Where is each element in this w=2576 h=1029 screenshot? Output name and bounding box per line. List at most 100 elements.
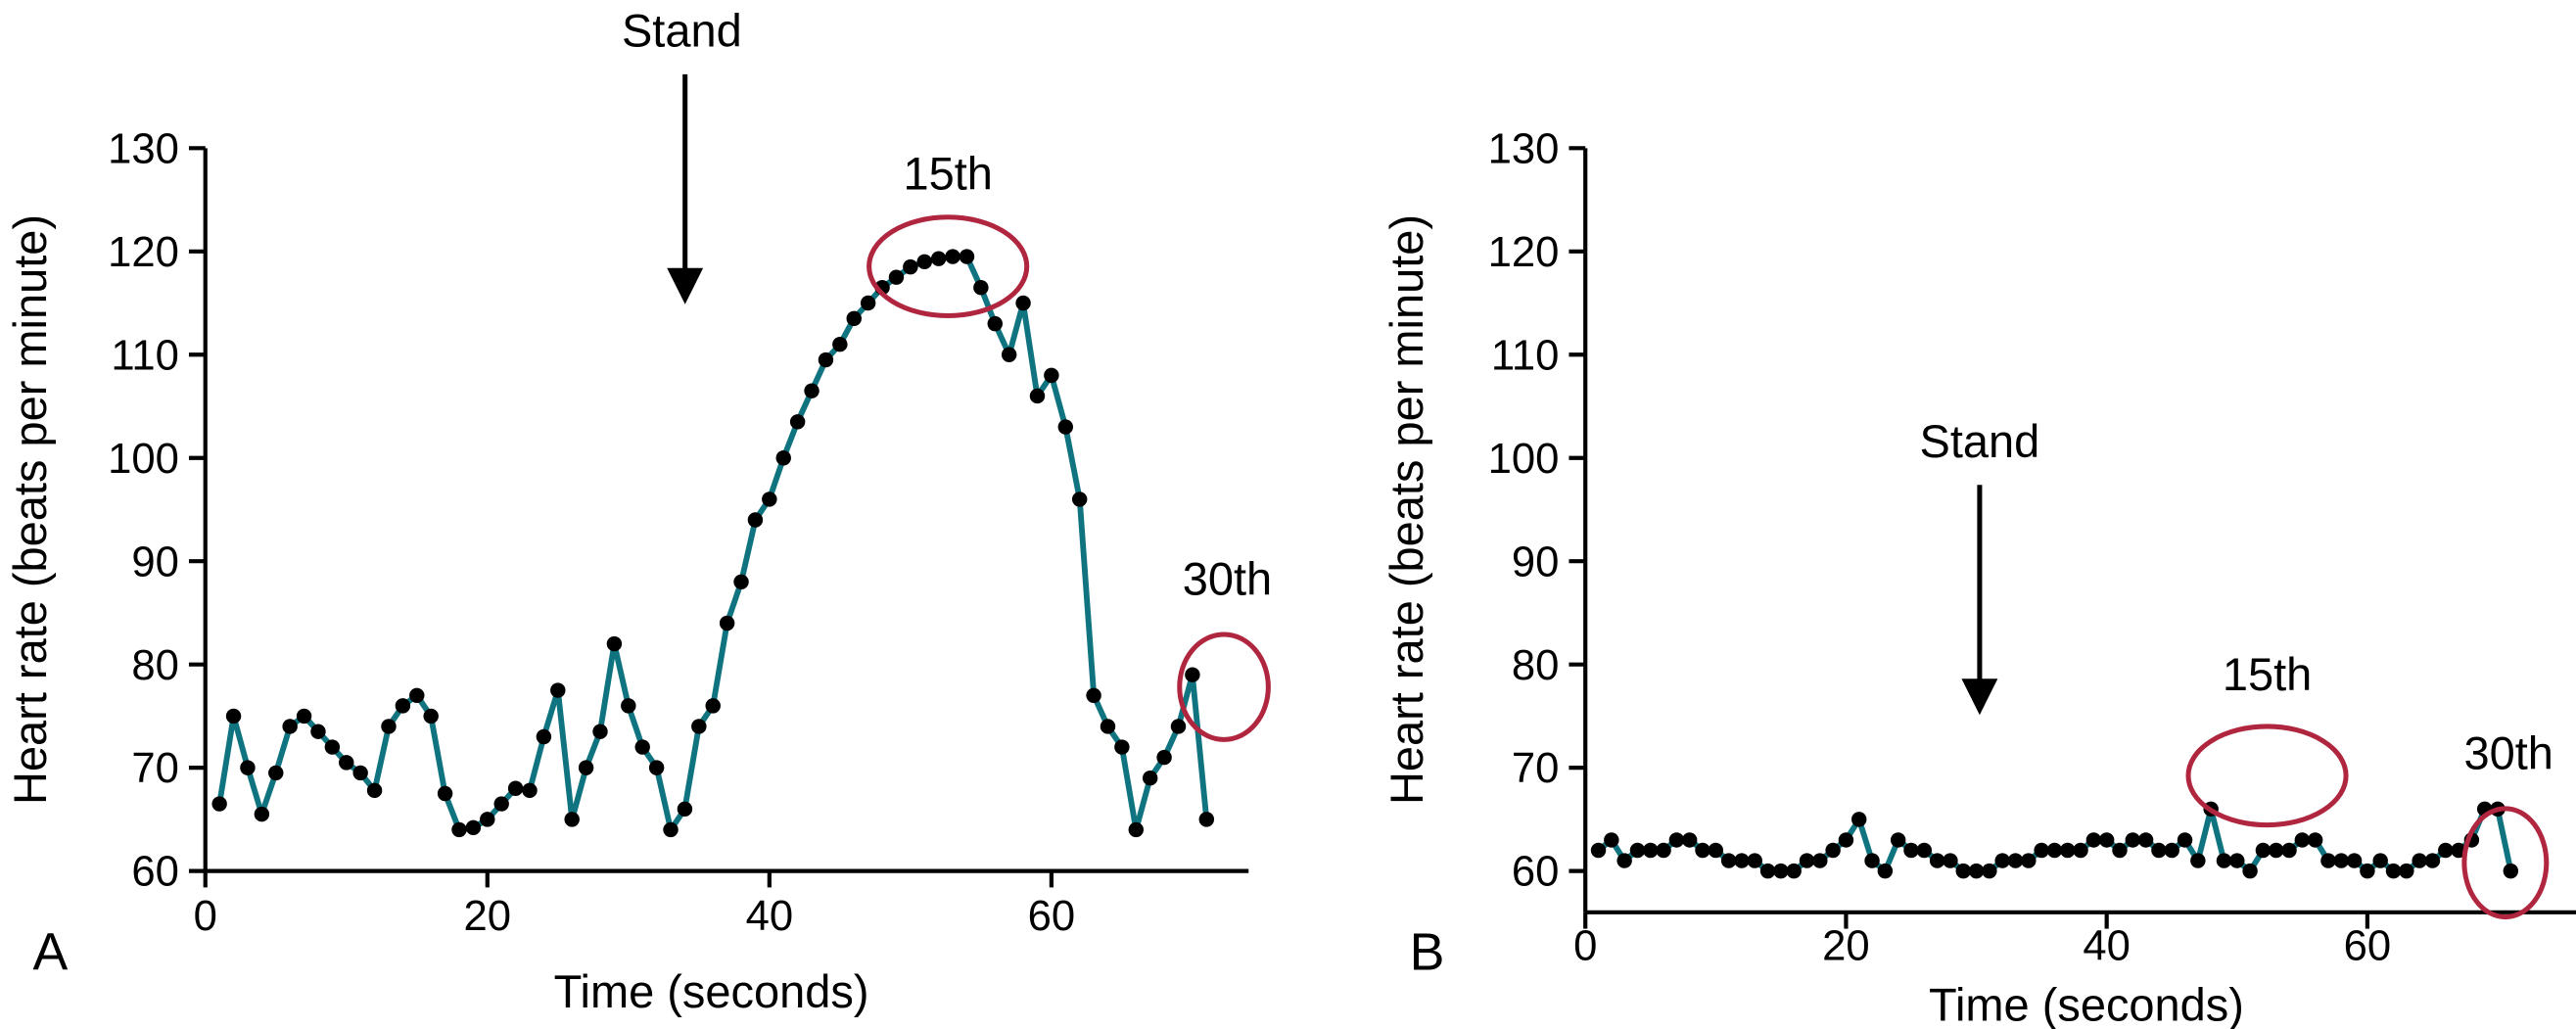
data-point [2281,842,2297,859]
data-point [1734,853,1750,868]
data-point [366,782,383,799]
data-point [2307,832,2323,848]
data-point [1955,863,1971,879]
label-30th: 30th [1183,553,1272,605]
panel-a: 60 70 80 90 100 110 120 130 0 20 40 60 Time (seconds… [4,4,1272,1017]
data-point [282,719,298,734]
data-point [409,687,425,704]
data-point [1877,863,1894,879]
data-point [1044,367,1059,384]
y-tick-label: 70 [131,745,179,792]
data-point [1903,842,1919,859]
data-point [2085,832,2102,848]
data-point [1759,863,1776,879]
y-axis-label: Heart rate (beats per minute) [4,214,56,805]
panel-letter: B [1410,922,1445,981]
data-point [789,414,806,430]
data-point [804,383,820,398]
y-tick-label: 80 [1512,642,1560,689]
panel-b: 60 70 80 90 100 110 120 130 0 20 40 60 Time (seconds… [1381,125,2576,1029]
y-tick-label: 60 [1512,849,1560,896]
data-point [1812,853,1828,868]
data-point [465,819,482,836]
data-point [564,812,580,827]
data-point [2372,853,2388,868]
data-point [2438,842,2454,859]
data-point [211,796,227,812]
data-point [2229,853,2245,868]
data-point [1994,853,2010,868]
data-point [634,739,650,755]
data-point [2412,853,2427,868]
data-point [1656,842,1671,859]
data-point [2098,832,2115,848]
data-point [578,760,594,775]
data-point [2255,842,2272,859]
data-point [1590,842,1607,859]
data-point [1142,770,1158,786]
y-tick-label: 120 [108,229,179,276]
data-point [2177,832,2193,848]
data-point [1943,853,1958,868]
data-point [310,724,326,739]
y-tick-label: 100 [108,436,179,483]
series-line [216,254,1210,833]
data-point [1929,853,1945,868]
x-axis-label: Time (seconds) [554,965,869,1017]
data-point [1695,842,1710,859]
data-point [592,724,608,739]
data-point [2034,842,2049,859]
y-tick-label: 90 [131,538,179,585]
y-tick-label: 120 [1488,229,1560,276]
data-point [339,755,354,771]
data-point [2137,832,2154,848]
data-point [1786,863,1802,879]
data-point [1170,719,1187,734]
data-point [2112,842,2128,859]
data-point [1616,853,1632,868]
data-point [1604,832,1619,848]
data-point [1720,853,1737,868]
data-point [522,782,538,799]
highlight-ellipse-30th [2461,806,2550,920]
data-point [1071,491,1088,507]
data-point [1029,388,1046,404]
data-point [423,708,439,725]
y-tick-label: 110 [1491,332,1560,379]
data-point [621,698,636,714]
data-point [691,719,707,734]
data-point [677,801,693,818]
x-tick-label: 60 [1028,893,1076,940]
y-tick-label: 60 [131,849,179,896]
data-point [1838,832,1854,848]
data-point [2503,863,2519,879]
data-point [2190,853,2206,868]
data-point [818,351,834,368]
data-point [296,708,312,725]
data-point [860,295,876,311]
data-point [762,491,777,507]
data-point [437,785,453,802]
data-point [1773,863,1789,879]
data-point [1198,812,1215,827]
data-point [2346,853,2363,868]
data-point [1643,842,1659,859]
data-point [959,249,975,264]
data-point [1086,687,1101,704]
data-point [1128,821,1145,838]
data-point [1747,853,1762,868]
data-point [1851,812,1867,827]
data-point [352,765,368,781]
data-point [1708,842,1724,859]
data-point [395,698,411,714]
stand-arrow-head-icon [1961,678,1998,716]
label-30th: 30th [2463,727,2553,779]
y-tick-label: 70 [1512,745,1560,792]
data-point [2151,842,2167,859]
data-point [2073,842,2088,859]
data-point [2125,832,2141,848]
y-tick-label: 110 [111,332,179,379]
data-point [1629,842,1646,859]
data-point [705,698,721,714]
data-point [2385,863,2402,879]
